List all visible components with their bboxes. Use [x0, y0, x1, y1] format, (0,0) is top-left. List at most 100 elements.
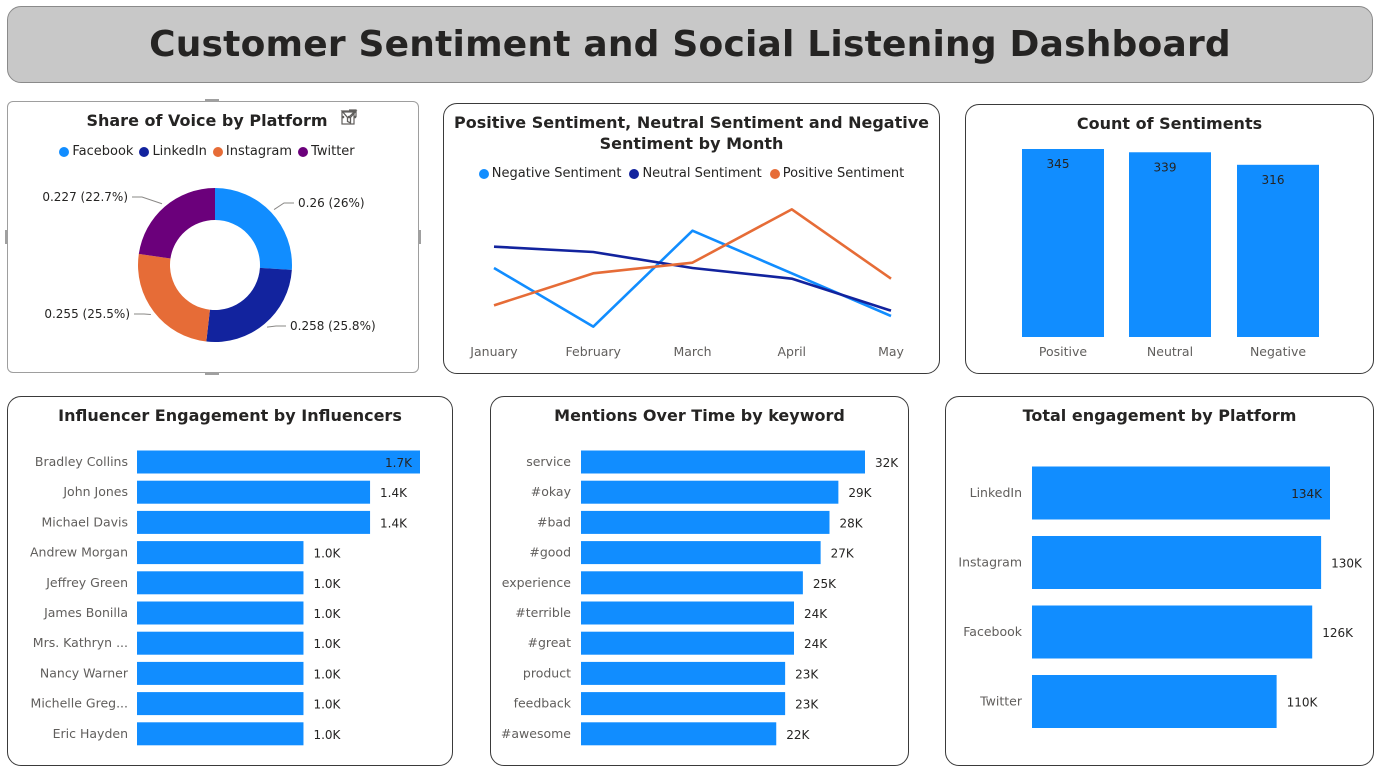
bar: [137, 510, 371, 534]
y-tick-label: Eric Hayden: [53, 726, 128, 741]
column-bar: [1129, 152, 1211, 337]
sentiment-by-month-title-line2: Sentiment by Month: [599, 134, 784, 153]
donut-slice-facebook: [215, 188, 292, 270]
y-tick-label: #okay: [531, 484, 572, 499]
count-of-sentiments-card[interactable]: Count of Sentiments 345 Positive 339 Neutra…: [965, 104, 1374, 374]
influencer-engagement-title: Influencer Engagement by Influencers: [58, 406, 402, 425]
bar: [137, 541, 304, 565]
legend-item-linkedin[interactable]: LinkedIn: [139, 144, 207, 159]
data-label: 32K: [875, 456, 899, 470]
sentiment-by-month-title-line1: Positive Sentiment, Neutral Sentiment an…: [454, 113, 929, 132]
y-tick-label: #great: [527, 635, 571, 650]
data-label: 110K: [1287, 696, 1319, 710]
legend-label: Instagram: [225, 144, 293, 159]
sentiment-by-month-card[interactable]: Positive Sentiment, Neutral Sentiment an…: [443, 103, 940, 374]
bar-chart: service 32K #okay 29K #bad 28K #good 27K experie…: [501, 450, 899, 746]
y-tick-label: Nancy Warner: [40, 665, 129, 680]
legend-item-twitter[interactable]: Twitter: [298, 144, 355, 159]
donut-slice-linkedin: [206, 267, 292, 342]
bar: [137, 571, 304, 595]
data-label: 126K: [1322, 626, 1354, 640]
bar: [581, 601, 794, 625]
more-options-icon[interactable]: [341, 108, 412, 126]
column-bar: [1237, 164, 1319, 337]
y-tick-label: feedback: [514, 696, 572, 711]
y-tick-label: LinkedIn: [970, 485, 1022, 500]
x-tick-label: March: [673, 344, 711, 359]
bar: [581, 480, 839, 504]
data-label: 1.4K: [380, 516, 408, 530]
data-label: 316: [1262, 173, 1285, 187]
share-of-voice-card[interactable]: Share of Voice by Platform Facebook Link…: [7, 101, 419, 373]
total-engagement-title: Total engagement by Platform: [1022, 406, 1297, 425]
legend-item-positive[interactable]: Positive Sentiment: [769, 166, 905, 181]
x-tick-label: Neutral: [1147, 344, 1193, 359]
dashboard-header: Customer Sentiment and Social Listening …: [7, 6, 1373, 83]
bar: [581, 631, 794, 655]
focus-mode-icon[interactable]: [341, 108, 385, 126]
legend-label: Neutral Sentiment: [642, 166, 762, 181]
legend-label: Facebook: [72, 144, 134, 159]
resize-handle[interactable]: [205, 372, 219, 375]
legend-item-instagram[interactable]: Instagram: [212, 144, 293, 159]
column-chart: 345 Positive 339 Neutral 316 Negative: [1022, 149, 1319, 359]
data-label: 1.0K: [313, 728, 341, 742]
donut-chart: 0.26 (26%) 0.258 (25.8%) 0.255 (25.5%) 0.22…: [42, 188, 376, 342]
x-tick-label: May: [878, 344, 904, 359]
x-tick-label: January: [469, 344, 518, 359]
dashboard-title: Customer Sentiment and Social Listening …: [149, 24, 1231, 65]
legend-item-neutral[interactable]: Neutral Sentiment: [629, 166, 762, 181]
y-tick-label: #terrible: [515, 605, 571, 620]
bar: [137, 450, 420, 474]
data-label: 22K: [786, 728, 810, 742]
data-label: 23K: [795, 698, 819, 712]
data-label: 23K: [795, 667, 819, 681]
bar: [581, 450, 865, 474]
mentions-by-keyword-title: Mentions Over Time by keyword: [554, 406, 845, 425]
bar: [581, 692, 786, 716]
y-tick-label: Mrs. Kathryn ...: [33, 635, 128, 650]
donut-slice-twitter: [138, 188, 215, 259]
legend-item-facebook[interactable]: Facebook: [59, 144, 133, 159]
share-of-voice-legend: Facebook LinkedIn Instagram Twitter: [8, 144, 418, 159]
data-label: 0.26 (26%): [298, 196, 365, 210]
data-label: 1.4K: [380, 486, 408, 500]
count-of-sentiments-title: Count of Sentiments: [1076, 114, 1263, 133]
bar: [1032, 605, 1313, 659]
data-label: 1.0K: [313, 667, 341, 681]
total-engagement-card[interactable]: Total engagement by Platform LinkedIn 134…: [945, 396, 1374, 766]
y-tick-label: James Bonilla: [43, 605, 128, 620]
data-label: 345: [1047, 157, 1070, 171]
leader-line: [266, 325, 286, 328]
legend-item-negative[interactable]: Negative Sentiment: [478, 166, 621, 181]
series-line-positive: [493, 208, 892, 307]
resize-handle[interactable]: [418, 230, 421, 244]
bar: [581, 510, 830, 534]
bar: [1032, 675, 1277, 728]
y-tick-label: experience: [502, 575, 572, 590]
legend-label: Twitter: [311, 144, 355, 159]
bar: [581, 661, 786, 685]
legend-label: Positive Sentiment: [782, 166, 905, 181]
column-bar: [1022, 149, 1104, 337]
influencer-engagement-card[interactable]: Influencer Engagement by Influencers Bra…: [7, 396, 453, 766]
mentions-by-keyword-card[interactable]: Mentions Over Time by keyword service 32K…: [490, 396, 909, 766]
y-tick-label: service: [526, 454, 571, 469]
data-label: 1.7K: [385, 456, 413, 470]
series-line-negative: [493, 229, 892, 328]
y-tick-label: Bradley Collins: [35, 454, 128, 469]
data-label: 1.0K: [313, 577, 341, 591]
y-tick-label: Michelle Greg...: [31, 696, 128, 711]
x-tick-label: April: [777, 344, 806, 359]
resize-handle[interactable]: [5, 230, 8, 244]
bar: [137, 480, 371, 504]
series-line-neutral: [493, 245, 892, 312]
y-tick-label: Jeffrey Green: [45, 575, 128, 590]
data-label: 28K: [840, 516, 864, 530]
sentiment-by-month-legend: Negative Sentiment Neutral Sentiment Pos…: [444, 166, 939, 181]
visual-header-toolbar: [340, 108, 412, 126]
y-tick-label: Twitter: [979, 694, 1023, 709]
resize-handle[interactable]: [205, 99, 219, 102]
bar: [137, 601, 304, 625]
legend-label: LinkedIn: [152, 144, 207, 159]
